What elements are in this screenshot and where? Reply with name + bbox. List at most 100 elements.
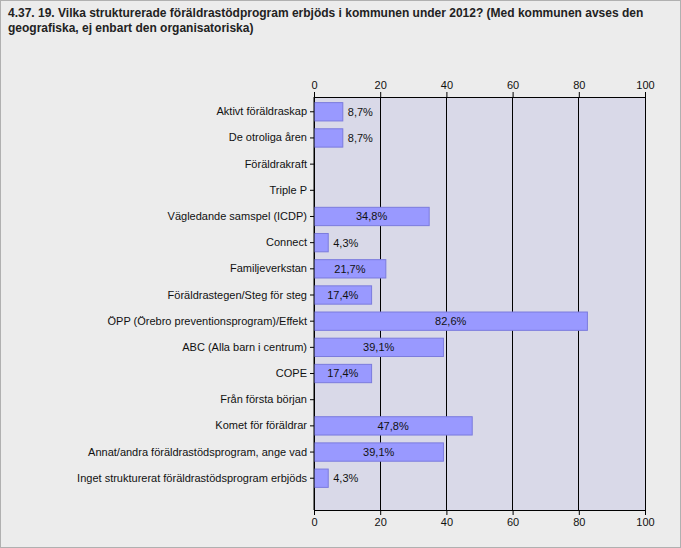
tick-label: ABC (Alla barn i centrum)	[182, 341, 307, 353]
tick-label: 0	[311, 516, 317, 528]
data-label: 34,8%	[356, 210, 387, 222]
tick-mark	[513, 510, 514, 515]
tick: 40	[441, 79, 453, 97]
tick-mark	[645, 510, 646, 515]
tick: 80	[573, 510, 585, 528]
tick-mark	[310, 425, 314, 426]
grid-line	[314, 97, 315, 510]
bar	[314, 260, 386, 278]
tick-mark	[446, 92, 447, 97]
tick-label: 60	[507, 79, 519, 91]
tick: 80	[573, 79, 585, 97]
tick: Komet för föräldrar	[215, 419, 314, 431]
data-label: 4,3%	[333, 237, 358, 249]
tick: 60	[507, 79, 519, 97]
tick: 0	[311, 510, 317, 528]
tick-label: 100	[636, 79, 654, 91]
tick: Connect	[266, 236, 314, 248]
tick-mark	[310, 242, 314, 243]
tick-mark	[310, 399, 314, 400]
tick-label: 20	[375, 79, 387, 91]
bar	[314, 417, 472, 435]
tick-label: De otroliga åren	[229, 131, 307, 143]
tick: ABC (Alla barn i centrum)	[182, 341, 314, 353]
tick-mark	[310, 268, 314, 269]
data-labels: 8,7% 8,7% 34,8% 4,3% 21,7% 17,4% 82,6% 39,1% 17,…	[327, 106, 466, 484]
x-axis-bottom: 0 20 40 60 80 100	[311, 510, 654, 528]
grid-line	[645, 97, 646, 510]
tick-label: 60	[507, 516, 519, 528]
axis-line	[315, 511, 646, 516]
data-label: 82,6%	[435, 315, 466, 327]
grid-line	[446, 97, 447, 510]
tick-label: ÖPP (Örebro preventionsprogram)/Effekt	[107, 315, 307, 327]
tick-mark	[310, 216, 314, 217]
tick: Familjeverkstan	[230, 262, 314, 274]
tick-label: Connect	[266, 236, 307, 248]
tick-label: Familjeverkstan	[230, 262, 307, 274]
data-label: 17,4%	[327, 367, 358, 379]
tick-mark	[380, 92, 381, 97]
bar	[314, 469, 328, 487]
tick: Inget strukturerat föräldrastödsprogram …	[77, 472, 314, 484]
tick-label: Aktivt föräldraskap	[217, 105, 307, 117]
tick: De otroliga åren	[229, 131, 314, 143]
axis-line	[314, 97, 315, 510]
tick: Triple P	[270, 184, 315, 196]
tick: Från första början	[220, 393, 314, 405]
bar	[314, 443, 443, 461]
tick-mark	[513, 92, 514, 97]
data-label: 17,4%	[327, 289, 358, 301]
tick: ÖPP (Örebro preventionsprogram)/Effekt	[107, 315, 314, 327]
bar	[314, 103, 343, 121]
tick: 40	[441, 510, 453, 528]
tick: Vägledande samspel (ICDP)	[168, 210, 314, 222]
axis-line	[315, 92, 646, 98]
tick: 100	[636, 79, 654, 97]
tick: 20	[375, 79, 387, 97]
data-label: 39,1%	[363, 446, 394, 458]
tick-label: 80	[573, 79, 585, 91]
x-axis-top: 0 20 40 60 80 100	[311, 79, 654, 98]
y-axis: Aktivt föräldraskap De otroliga åren Föräl…	[77, 97, 314, 510]
bar	[314, 233, 328, 251]
tick-label: Komet för föräldrar	[215, 419, 307, 431]
tick-mark	[579, 510, 580, 515]
data-label: 8,7%	[348, 132, 373, 144]
tick-label: COPE	[276, 367, 307, 379]
bar	[314, 312, 587, 330]
tick-label: Triple P	[270, 184, 308, 196]
tick: COPE	[276, 367, 314, 379]
tick-label: 0	[311, 79, 317, 91]
tick: Annat/andra föräldrastödsprogram, ange v…	[88, 446, 314, 458]
data-label: 47,8%	[378, 420, 409, 432]
tick-mark	[310, 452, 314, 453]
tick: Föräldrastegen/Steg för steg	[168, 289, 314, 301]
tick-label: Annat/andra föräldrastödsprogram, ange v…	[88, 446, 307, 458]
tick-label: Från första början	[220, 393, 307, 405]
tick: 60	[507, 510, 519, 528]
tick: 0	[311, 79, 317, 97]
tick-label: 40	[441, 79, 453, 91]
tick-mark	[380, 510, 381, 515]
tick-label: Vägledande samspel (ICDP)	[168, 210, 307, 222]
tick-mark	[310, 295, 314, 296]
data-label: 21,7%	[334, 263, 365, 275]
grid	[314, 97, 645, 510]
tick-mark	[314, 510, 315, 515]
grid-line	[512, 97, 513, 510]
tick-mark	[310, 347, 314, 348]
tick-mark	[446, 510, 447, 515]
chart: 8,7% 8,7% 34,8% 4,3% 21,7% 17,4% 82,6% 39,1% 17,…	[0, 0, 681, 548]
tick-mark	[310, 137, 314, 138]
data-label: 8,7%	[348, 106, 373, 118]
tick-mark	[579, 92, 580, 97]
tick-mark	[310, 373, 314, 374]
bar	[314, 364, 372, 382]
tick: 100	[636, 510, 654, 528]
tick: 20	[375, 510, 387, 528]
tick-label: Inget strukturerat föräldrastödsprogram …	[77, 472, 307, 484]
tick-label: 100	[636, 516, 654, 528]
bar	[314, 129, 343, 147]
bar	[314, 338, 443, 356]
